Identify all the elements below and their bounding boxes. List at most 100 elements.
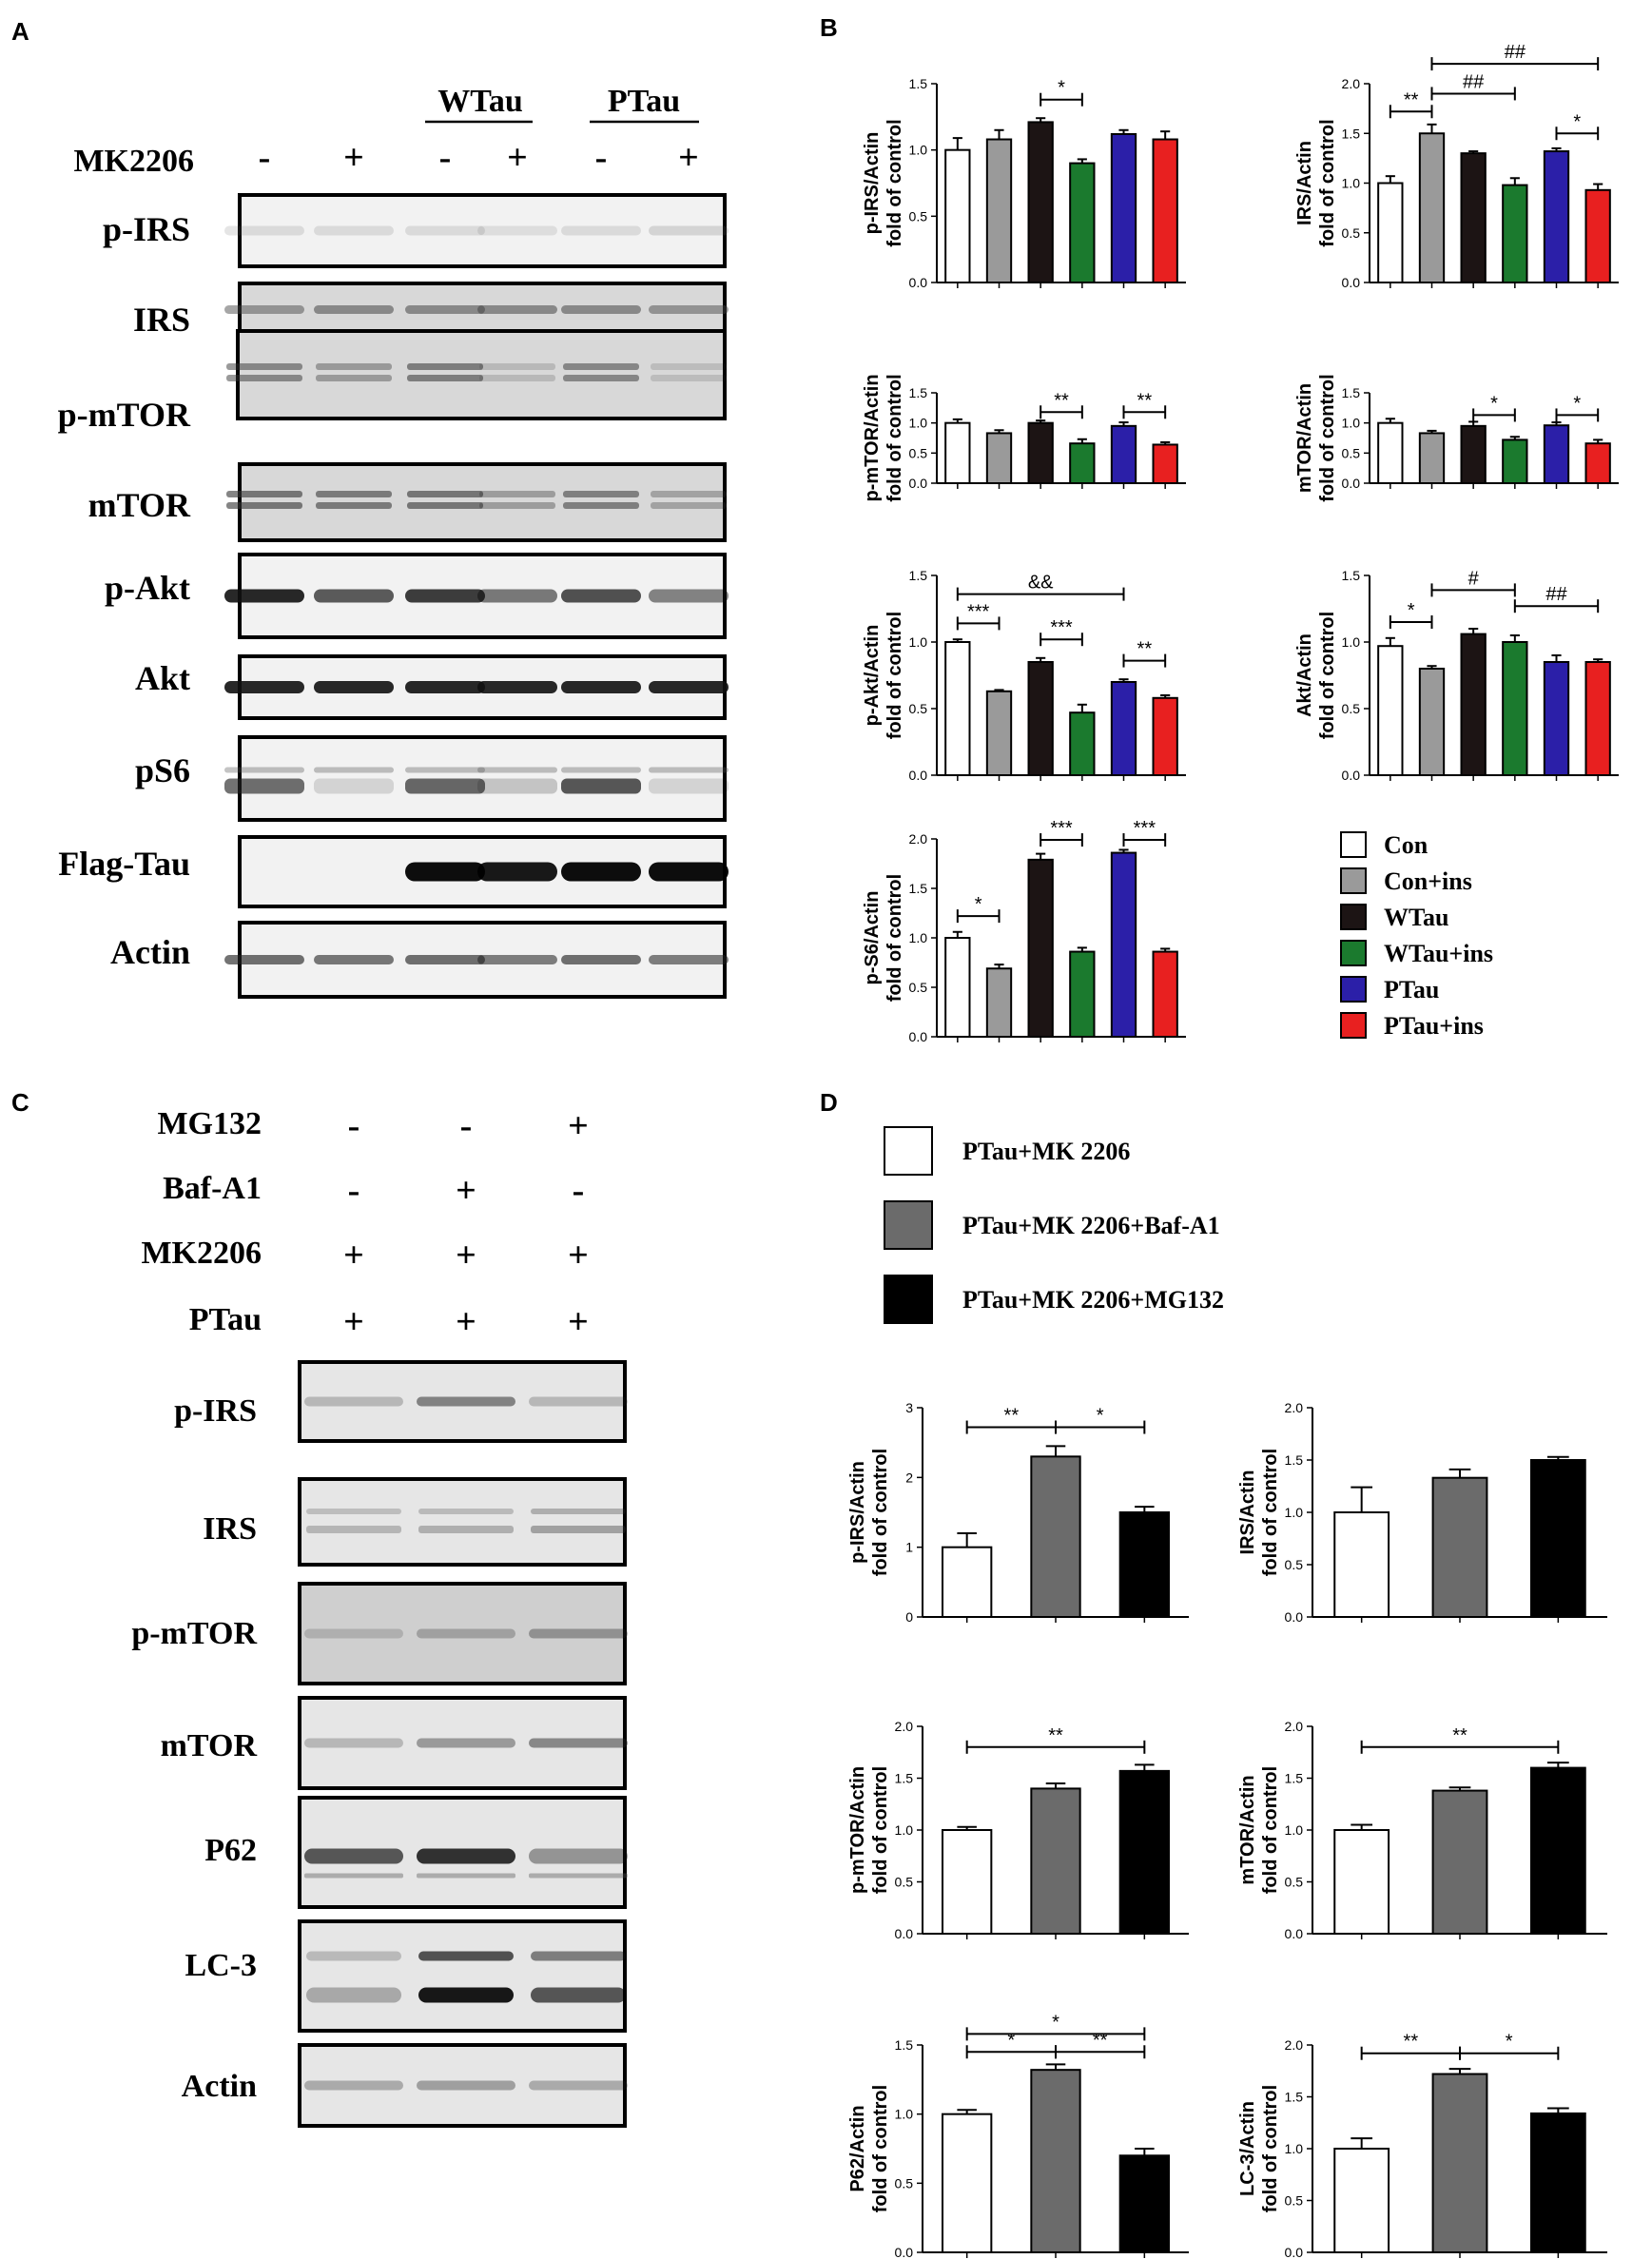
blot-c-frame [298, 1919, 627, 2033]
blot-band [477, 778, 557, 794]
y-tick-label: 0.0 [1285, 1926, 1304, 1941]
blot-a-row-label: p-mTOR [58, 396, 191, 434]
blot-band [405, 955, 485, 964]
y-tick-label: 0.0 [895, 1926, 914, 1941]
y-tick-label: 1.5 [1285, 1771, 1304, 1786]
bar-wtau-ins [1069, 711, 1096, 777]
blot-c-row-label: p-IRS [174, 1393, 257, 1429]
blot-band [316, 363, 392, 370]
blot-band [226, 363, 302, 370]
bar-wtau-ins [1502, 184, 1528, 283]
significance-label: ** [1137, 639, 1153, 660]
condition-sign: - [460, 1106, 473, 1146]
bar-wtau-ins [1502, 641, 1528, 776]
blot-band [407, 375, 483, 381]
blot-c-row-label: mTOR [161, 1728, 258, 1763]
blot-band [316, 491, 392, 497]
blot-c-row-lc-3: LC-3 [185, 1919, 627, 2033]
significance-label: ** [1404, 89, 1419, 110]
y-tick-label: 0.5 [895, 1875, 914, 1890]
blot-band [479, 363, 555, 370]
y-tick-label: 1.5 [1342, 385, 1361, 400]
blot-band [304, 1848, 403, 1864]
y-tick-label: 0.5 [895, 2175, 914, 2191]
blot-band [649, 862, 729, 882]
y-tick-label: 0.0 [1285, 1609, 1304, 1625]
y-tick-label: 0.5 [1285, 1875, 1304, 1890]
significance-label: * [1573, 111, 1581, 132]
y-axis-label: IRS/Actin [1237, 1470, 1258, 1555]
blot-band [314, 681, 394, 693]
blot-a-row-mtor: mTOR [88, 462, 727, 542]
blot-band [477, 589, 557, 603]
bar-con-ins [985, 967, 1013, 1038]
y-axis-label: IRS/Actin [1294, 141, 1315, 225]
blot-band [479, 502, 555, 509]
blot-band [477, 225, 557, 236]
legend-swatch-con-ins [1340, 867, 1367, 894]
blot-band [563, 363, 639, 370]
condition-label-mg132: MG132 [157, 1106, 262, 1141]
y-axis-label-line2: fold of control [1317, 374, 1338, 501]
legend-panel-b: Con Con+ins WTau WTau+ins PTau PTau+ins [1340, 831, 1493, 1040]
blot-band [417, 1396, 515, 1407]
blot-a-row-label: Actin [110, 933, 190, 971]
y-tick-label: 1.5 [895, 1771, 914, 1786]
condition-label-baf-a1: Baf-A1 [163, 1171, 262, 1206]
legend-label-wtau-ins: WTau+ins [1384, 940, 1493, 967]
blot-c-row-p-irs: p-IRS [174, 1360, 628, 1443]
y-tick-label: 1.5 [909, 76, 928, 91]
blot-band [405, 225, 485, 236]
y-axis-label-line2: fold of control [884, 119, 905, 246]
blot-band [226, 491, 302, 497]
y-tick-label: 1.0 [1285, 2141, 1304, 2156]
blot-band [563, 375, 639, 381]
blot-band [531, 1526, 626, 1533]
significance-label: * [975, 894, 982, 915]
condition-sign: + [456, 1236, 476, 1276]
blot-band [304, 1396, 403, 1407]
blot-band [477, 767, 557, 773]
blot-band [306, 1526, 401, 1533]
y-tick-label: 0.5 [909, 208, 928, 224]
bar-ptau-ins [1584, 188, 1611, 283]
bar-wtau [1460, 633, 1487, 776]
y-axis-label-line2: fold of control [1260, 1449, 1281, 1576]
blot-band [224, 681, 304, 693]
blot-band [314, 955, 394, 964]
blot-band [405, 305, 485, 314]
blot-band [649, 589, 729, 603]
significance-label: ** [1404, 2032, 1419, 2053]
chart-b2: 0.0 0.5 1.0 1.5 2.0 IRS/Actin fold of control *… [1294, 42, 1619, 290]
bar-con [944, 421, 971, 484]
significance-label: * [1490, 393, 1498, 414]
blot-band [224, 767, 304, 773]
significance-label: ## [1545, 584, 1567, 605]
blot-a-row-label: Flag-Tau [58, 845, 190, 883]
significance-label: * [1058, 78, 1065, 99]
legend-label-con: Con [1384, 831, 1428, 859]
blot-band [224, 955, 304, 964]
blot-band [405, 778, 485, 794]
blot-band [306, 1987, 401, 2003]
blot-band [224, 778, 304, 794]
y-axis-label-line2: fold of control [1317, 119, 1338, 246]
blot-band [304, 1628, 403, 1639]
blot-band [405, 681, 485, 693]
y-tick-label: 1.5 [895, 2037, 914, 2053]
bar-con-ins [1418, 132, 1446, 283]
bar-con [1377, 182, 1404, 283]
blot-c-row-p-mtor: p-mTOR [131, 1582, 628, 1685]
blot-band [314, 767, 394, 773]
blot-a-row-label: Akt [135, 659, 190, 697]
blot-band [418, 1951, 514, 1961]
y-tick-label: 0.5 [909, 701, 928, 716]
significance-label: ** [1093, 2030, 1108, 2051]
y-tick-label: 1.0 [1285, 1822, 1304, 1838]
condition-sign: - [348, 1106, 360, 1146]
y-tick-label: 1.5 [909, 568, 928, 583]
bar-con-ins [985, 432, 1013, 484]
legend-label-ptau-mk-2206-mg132: PTau+MK 2206+MG132 [962, 1286, 1224, 1314]
